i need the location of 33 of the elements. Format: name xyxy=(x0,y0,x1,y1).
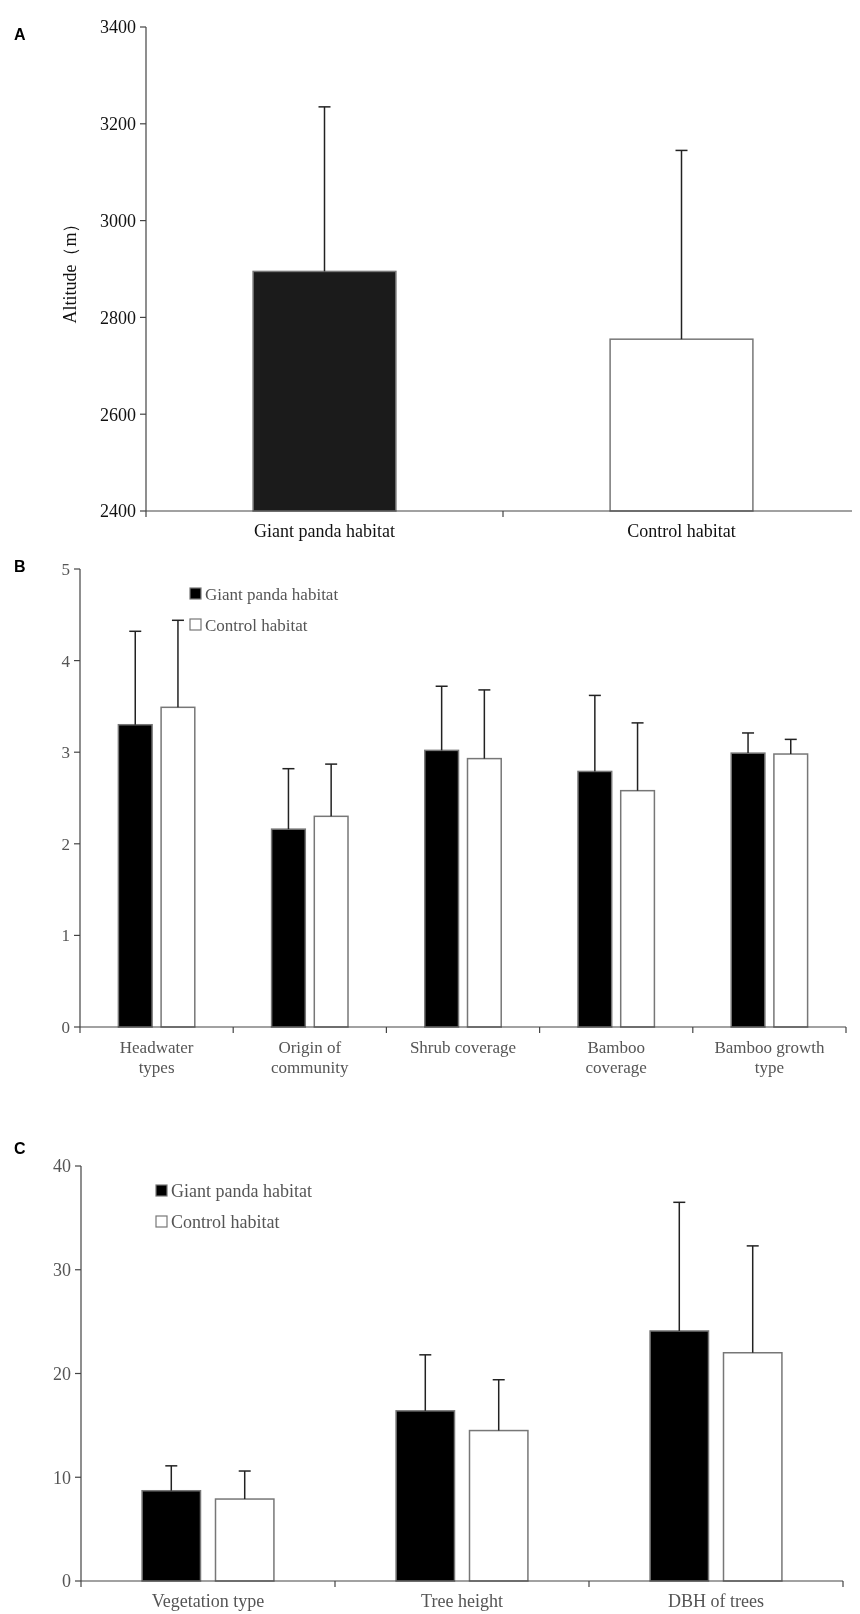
text: B xyxy=(14,558,26,575)
y-tick-label: 3200 xyxy=(100,114,136,135)
y-tick-label: 3000 xyxy=(100,210,136,231)
y-tick-label: 0 xyxy=(62,1571,71,1592)
text: A xyxy=(14,26,26,43)
x-tick-label: Origin of community xyxy=(271,1038,350,1077)
y-tick-label: 2600 xyxy=(100,404,136,425)
x-tick-label: Bamboo coverage xyxy=(585,1038,647,1077)
y-tick-label: 2400 xyxy=(100,501,136,522)
legend-label: Giant panda habitat xyxy=(171,1181,312,1202)
y-tick-label: 3 xyxy=(61,743,70,763)
y-tick-label: 20 xyxy=(53,1363,71,1384)
x-tick-label: Headwater types xyxy=(119,1038,194,1077)
x-tick-label: DBH of trees xyxy=(668,1591,764,1611)
y-tick-label: 4 xyxy=(61,651,71,671)
legend-label: Giant panda habitat xyxy=(205,584,339,604)
x-tick-label: Shrub coverage xyxy=(409,1038,517,1057)
legend-label: Control habitat xyxy=(205,615,308,635)
x-tick-label: Bamboo growth type xyxy=(714,1038,825,1077)
y-tick-label: 10 xyxy=(53,1467,71,1488)
legend-label: Control habitat xyxy=(171,1212,280,1233)
y-tick-label: 30 xyxy=(53,1260,71,1281)
y-tick-label: 3400 xyxy=(100,17,136,38)
y-axis-title: Altitude（m） xyxy=(60,214,80,324)
y-tick-label: 0 xyxy=(61,1017,70,1037)
x-tick-label: Tree height xyxy=(421,1591,503,1611)
y-tick-label: 5 xyxy=(61,559,70,579)
y-tick-label: 40 xyxy=(53,1156,71,1177)
x-tick-label: Vegetation type xyxy=(151,1591,265,1611)
y-tick-label: 1 xyxy=(61,926,70,946)
y-tick-label: 2800 xyxy=(100,307,136,328)
y-tick-label: 2 xyxy=(61,834,70,854)
text: C xyxy=(14,1140,26,1157)
